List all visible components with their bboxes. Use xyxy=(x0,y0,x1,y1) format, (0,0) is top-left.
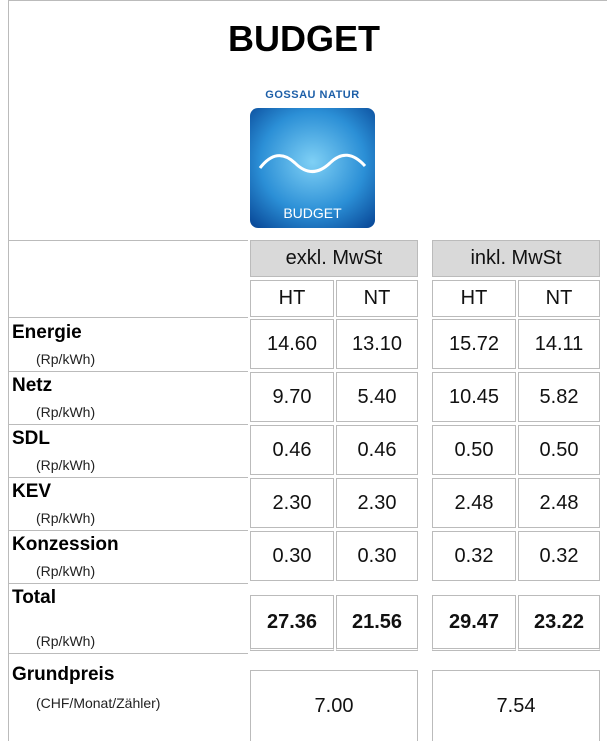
value-cell: 2.48 xyxy=(518,478,600,528)
subheader: NT xyxy=(518,280,600,317)
subheader: HT xyxy=(432,280,516,317)
value-cell: 2.30 xyxy=(250,478,334,528)
row-unit: (Rp/kWh) xyxy=(36,563,96,579)
value-cell: 9.70 xyxy=(250,372,334,422)
row-label: SDL xyxy=(12,428,50,449)
row-line xyxy=(8,240,248,241)
logo: BUDGET xyxy=(250,108,375,228)
group-header: inkl. MwSt xyxy=(432,240,600,277)
value-cell: 0.50 xyxy=(518,425,600,475)
value-cell: 2.30 xyxy=(336,478,418,528)
title: BUDGET xyxy=(228,18,380,59)
value-cell: 27.36 xyxy=(250,595,334,651)
row-label: Total xyxy=(12,587,56,608)
value-cell: 15.72 xyxy=(432,319,516,369)
value-cell: 0.46 xyxy=(336,425,418,475)
row-line xyxy=(8,583,248,584)
subheader: HT xyxy=(250,280,334,317)
value-cell: 0.50 xyxy=(432,425,516,475)
row-label: Konzession xyxy=(12,534,119,555)
row-line xyxy=(8,371,248,372)
row-label: KEV xyxy=(12,481,52,502)
logo-name: BUDGET xyxy=(283,205,342,221)
row-label: Netz xyxy=(12,375,53,396)
value-cell: 14.11 xyxy=(518,319,600,369)
value-cell: 13.10 xyxy=(336,319,418,369)
subheader: NT xyxy=(336,280,418,317)
base-value: 7.54 xyxy=(432,670,600,741)
value-cell: 0.30 xyxy=(250,531,334,581)
row-line xyxy=(8,317,248,318)
row-line xyxy=(8,477,248,478)
base-unit: (CHF/Monat/Zähler) xyxy=(36,695,161,711)
logo-brand: GOSSAU NATUR xyxy=(265,89,360,101)
value-cell: 0.46 xyxy=(250,425,334,475)
logo-wave xyxy=(258,153,367,173)
value-cell: 21.56 xyxy=(336,595,418,651)
row-label: Energie xyxy=(12,322,82,343)
value-cell: 5.40 xyxy=(336,372,418,422)
row-line xyxy=(8,530,248,531)
logo-background xyxy=(250,108,375,228)
value-cell: 23.22 xyxy=(518,595,600,651)
value-cell: 0.30 xyxy=(336,531,418,581)
value-cell: 5.82 xyxy=(518,372,600,422)
group-header: exkl. MwSt xyxy=(250,240,418,277)
row-line xyxy=(8,653,248,654)
base-value: 7.00 xyxy=(250,670,418,741)
value-cell: 10.45 xyxy=(432,372,516,422)
value-cell: 14.60 xyxy=(250,319,334,369)
row-unit: (Rp/kWh) xyxy=(36,404,96,420)
value-cell: 2.48 xyxy=(432,478,516,528)
value-cell: 0.32 xyxy=(518,531,600,581)
row-unit: (Rp/kWh) xyxy=(36,457,96,473)
top-border xyxy=(8,0,607,1)
row-line xyxy=(8,424,248,425)
value-cell: 29.47 xyxy=(432,595,516,651)
row-unit: (Rp/kWh) xyxy=(36,633,96,649)
value-cell: 0.32 xyxy=(432,531,516,581)
row-unit: (Rp/kWh) xyxy=(36,351,96,367)
row-unit: (Rp/kWh) xyxy=(36,510,96,526)
left-border xyxy=(8,0,9,741)
base-label: Grundpreis xyxy=(12,664,115,685)
